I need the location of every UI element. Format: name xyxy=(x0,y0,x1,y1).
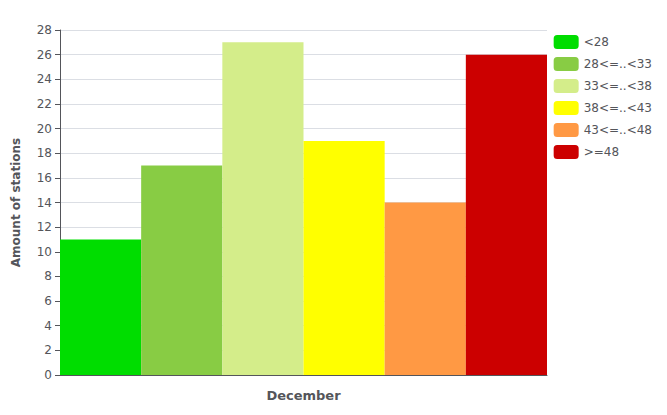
svg-text:24: 24 xyxy=(37,72,52,86)
svg-text:20: 20 xyxy=(37,122,52,136)
svg-text:28<=..<33: 28<=..<33 xyxy=(584,57,652,71)
svg-text:43<=..<48: 43<=..<48 xyxy=(584,123,652,137)
svg-text:33<=..<38: 33<=..<38 xyxy=(584,79,652,93)
svg-text:12: 12 xyxy=(37,220,52,234)
svg-text:6: 6 xyxy=(44,294,52,308)
svg-text:10: 10 xyxy=(37,245,52,259)
svg-text:18: 18 xyxy=(37,146,52,160)
svg-text:28: 28 xyxy=(37,23,52,37)
svg-text:4: 4 xyxy=(44,319,52,333)
svg-text:8: 8 xyxy=(44,269,52,283)
svg-text:0: 0 xyxy=(44,368,52,382)
svg-text:Amount of stations: Amount of stations xyxy=(9,138,23,267)
svg-text:26: 26 xyxy=(37,48,52,62)
svg-text:16: 16 xyxy=(37,171,52,185)
svg-text:>=48: >=48 xyxy=(584,145,619,159)
svg-text:14: 14 xyxy=(37,196,52,210)
svg-text:38<=..<43: 38<=..<43 xyxy=(584,101,652,115)
svg-text:December: December xyxy=(266,388,341,403)
svg-text:<28: <28 xyxy=(584,35,609,49)
svg-text:2: 2 xyxy=(44,343,52,357)
svg-text:22: 22 xyxy=(37,97,52,111)
